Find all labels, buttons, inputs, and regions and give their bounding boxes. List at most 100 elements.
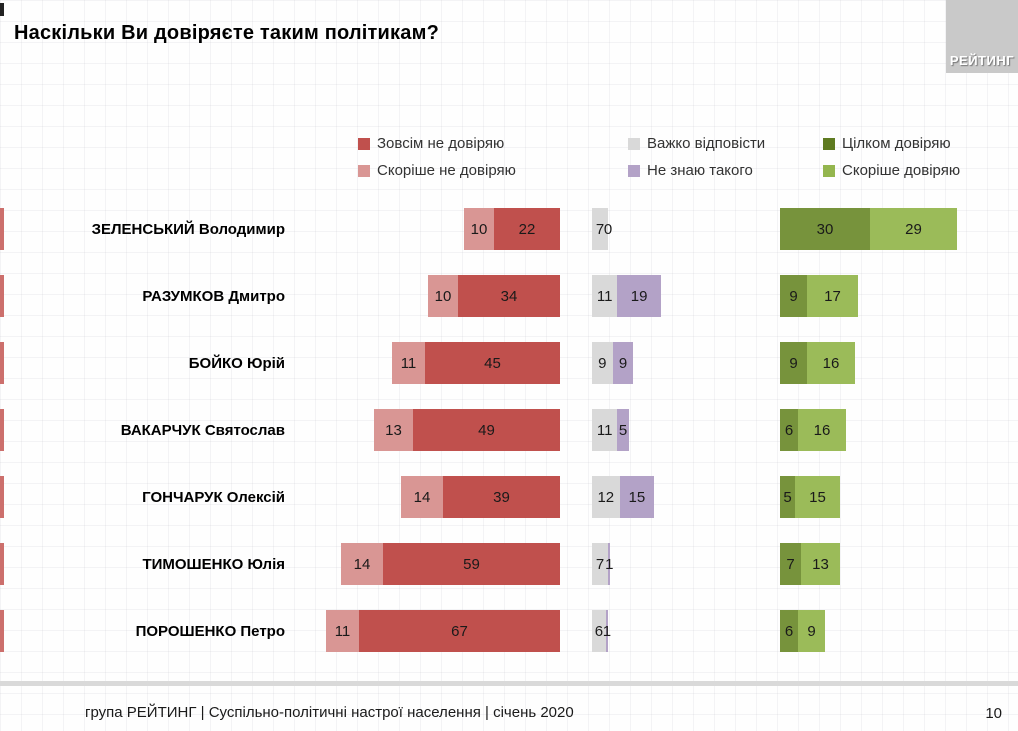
bar-value-label: 0 bbox=[603, 220, 613, 238]
bar-value-label: 14 bbox=[413, 488, 431, 506]
bar-segment: 9 bbox=[780, 275, 807, 317]
bar-value-label: 22 bbox=[518, 220, 536, 238]
bar-value-label: 11 bbox=[596, 421, 613, 439]
footer-divider bbox=[0, 681, 1018, 686]
legend-label: Цілком довіряю bbox=[842, 135, 951, 152]
bar-segment: 12 bbox=[592, 476, 620, 518]
politician-label: БОЙКО Юрій bbox=[188, 354, 285, 372]
bar-value-label: 1 bbox=[605, 555, 614, 573]
bar-group: 12 15 bbox=[592, 476, 655, 518]
bar-value-label: 9 bbox=[598, 354, 607, 372]
bar-value-label: 9 bbox=[789, 287, 798, 305]
bar-segment: 29 bbox=[870, 208, 957, 250]
bar-value-label: 17 bbox=[824, 287, 841, 305]
politician-label: ЗЕЛЕНСЬКИЙ Володимир bbox=[91, 220, 285, 238]
crop-mark bbox=[0, 3, 4, 16]
bar-value-label: 1 bbox=[602, 622, 612, 640]
page-number: 10 bbox=[985, 705, 1002, 722]
bar-segment: 45 bbox=[425, 342, 560, 384]
bar-value-label: 49 bbox=[478, 421, 495, 439]
bar-value-label: 7 bbox=[595, 220, 605, 238]
bar-value-label: 6 bbox=[784, 421, 794, 439]
bar-value-label: 16 bbox=[813, 421, 831, 439]
bar-segment: 11 bbox=[326, 610, 359, 652]
bar-segment: 59 bbox=[383, 543, 560, 585]
page-title: Наскільки Ви довіряєте таким політикам? bbox=[14, 22, 439, 44]
cropped-bar-sliver bbox=[0, 610, 4, 652]
bar-segment: 6 bbox=[592, 610, 606, 652]
bar-value-label: 45 bbox=[484, 354, 501, 372]
bar-value-label: 10 bbox=[434, 287, 452, 305]
bar-value-label: 12 bbox=[597, 488, 615, 506]
bar-value-label: 9 bbox=[807, 622, 816, 640]
bar-value-label: 16 bbox=[822, 354, 840, 372]
chart-row: РАЗУМКОВ Дмитро 10 34 11 19 9 17 bbox=[0, 275, 1018, 317]
bar-group: 11 45 bbox=[0, 342, 560, 384]
bar-segment: 9 bbox=[592, 342, 613, 384]
bar-value-label: 11 bbox=[334, 622, 351, 640]
bar-group: 13 49 bbox=[0, 409, 560, 451]
bar-group: 5 15 bbox=[780, 476, 840, 518]
footer-source: група РЕЙТИНГ | Суспільно-політичні наст… bbox=[85, 704, 574, 721]
bar-segment: 19 bbox=[617, 275, 661, 317]
legend-swatch-icon bbox=[628, 137, 640, 150]
bar-value-label: 7 bbox=[786, 555, 795, 573]
bar-value-label: 5 bbox=[618, 421, 628, 439]
legend-column: Важко відповісти Не знаю такого bbox=[628, 130, 765, 184]
legend-item: Важко відповісти bbox=[628, 130, 765, 157]
bar-segment: 1 bbox=[602, 610, 612, 652]
bar-value-label: 9 bbox=[618, 354, 628, 372]
bar-segment: 9 bbox=[612, 342, 634, 384]
bar-segment: 14 bbox=[401, 476, 443, 518]
bar-value-label: 10 bbox=[470, 220, 488, 238]
bar-value-label: 67 bbox=[451, 622, 468, 640]
bar-segment: 34 bbox=[458, 275, 560, 317]
bar-value-label: 34 bbox=[500, 287, 518, 305]
bar-segment: 22 bbox=[494, 208, 560, 250]
bar-segment: 9 bbox=[798, 610, 825, 652]
politician-label: ВАКАРЧУК Святослав bbox=[120, 421, 285, 439]
rating-logo: РЕЙТИНГ bbox=[946, 0, 1018, 73]
legend-swatch-icon bbox=[628, 164, 640, 177]
bar-value-label: 19 bbox=[630, 287, 648, 305]
bar-segment: 15 bbox=[619, 476, 655, 518]
politician-label: ТИМОШЕНКО Юлія bbox=[142, 555, 285, 573]
bar-segment: 9 bbox=[780, 342, 807, 384]
legend-label: Скоріше не довіряю bbox=[377, 162, 516, 179]
bar-value-label: 7 bbox=[595, 555, 605, 573]
legend-item: Скоріше довіряю bbox=[823, 157, 960, 184]
bar-value-label: 15 bbox=[809, 488, 826, 506]
bar-segment: 14 bbox=[341, 543, 383, 585]
bar-group: 30 29 bbox=[780, 208, 957, 250]
bar-group: 9 16 bbox=[780, 342, 855, 384]
legend-label: Зовсім не довіряю bbox=[377, 135, 505, 152]
chart-row: ЗЕЛЕНСЬКИЙ Володимир 10 22 7 0 30 29 bbox=[0, 208, 1018, 250]
bar-segment: 6 bbox=[780, 409, 798, 451]
bar-segment: 10 bbox=[464, 208, 494, 250]
bar-group: 11 5 bbox=[592, 409, 629, 451]
legend-swatch-icon bbox=[823, 137, 835, 150]
bar-group: 10 22 bbox=[0, 208, 560, 250]
bar-value-label: 11 bbox=[400, 354, 417, 372]
bar-group: 11 19 bbox=[592, 275, 661, 317]
legend: Зовсім не довіряю Скоріше не довіряю Важко… bbox=[0, 130, 1018, 190]
bar-value-label: 59 bbox=[463, 555, 480, 573]
cropped-bar-sliver bbox=[0, 543, 4, 585]
politician-label: ГОНЧАРУК Олексій bbox=[142, 488, 285, 506]
legend-item: Зовсім не довіряю bbox=[358, 130, 516, 157]
legend-item: Скоріше не довіряю bbox=[358, 157, 516, 184]
legend-item: Цілком довіряю bbox=[823, 130, 960, 157]
chart-row: ТИМОШЕНКО Юлія 14 59 7 1 7 13 bbox=[0, 543, 1018, 585]
bar-segment: 67 bbox=[359, 610, 560, 652]
trust-chart: ЗЕЛЕНСЬКИЙ Володимир 10 22 7 0 30 29 РАЗУМКОВ Д… bbox=[0, 208, 1018, 678]
bar-value-label: 5 bbox=[783, 488, 792, 506]
bar-segment: 10 bbox=[428, 275, 458, 317]
legend-column: Цілком довіряю Скоріше довіряю bbox=[823, 130, 960, 184]
bar-value-label: 13 bbox=[812, 555, 829, 573]
